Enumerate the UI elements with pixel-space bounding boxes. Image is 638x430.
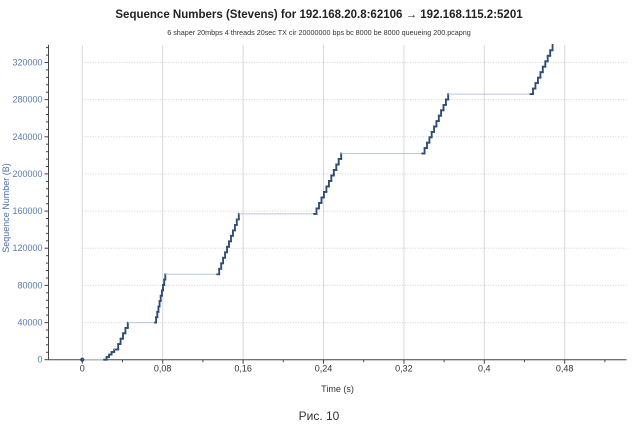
svg-text:0,4: 0,4 (478, 364, 491, 374)
svg-text:0,08: 0,08 (154, 364, 172, 374)
svg-text:0,24: 0,24 (315, 364, 333, 374)
svg-text:240000: 240000 (12, 132, 42, 142)
svg-text:200000: 200000 (12, 169, 42, 179)
svg-text:0,32: 0,32 (395, 364, 413, 374)
svg-text:280000: 280000 (12, 95, 42, 105)
svg-text:0,48: 0,48 (556, 364, 574, 374)
svg-text:160000: 160000 (12, 206, 42, 216)
svg-text:0,16: 0,16 (234, 364, 252, 374)
svg-text:80000: 80000 (17, 280, 42, 290)
svg-text:0: 0 (80, 364, 85, 374)
svg-text:320000: 320000 (12, 58, 42, 68)
svg-text:0: 0 (37, 355, 42, 365)
svg-text:120000: 120000 (12, 243, 42, 253)
svg-text:40000: 40000 (17, 318, 42, 328)
